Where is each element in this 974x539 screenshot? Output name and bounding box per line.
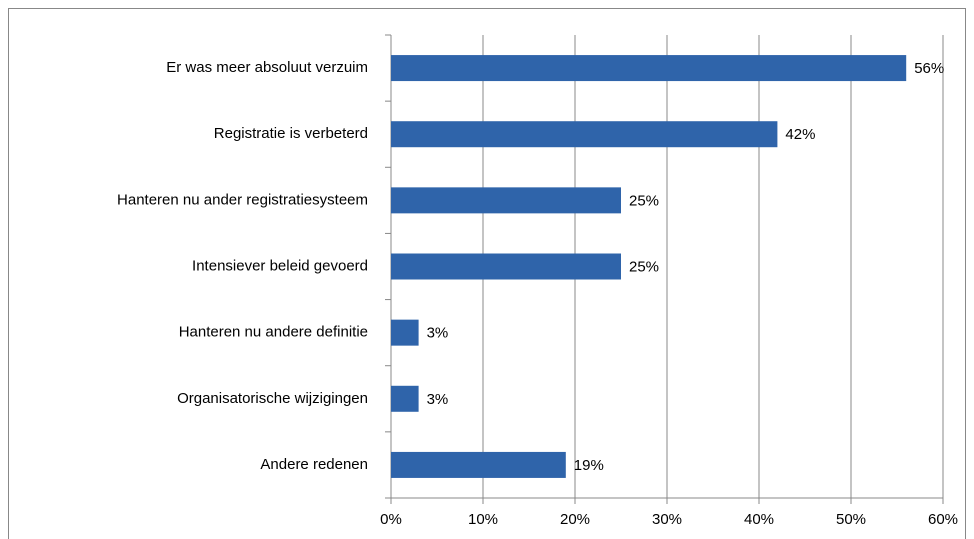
value-label: 3% [427, 325, 449, 342]
y-tick-label: Hanteren nu andere definitie [179, 324, 368, 341]
x-tick-label: 30% [652, 511, 682, 528]
x-tick-label: 40% [744, 511, 774, 528]
x-tick-label: 20% [560, 511, 590, 528]
bar [391, 55, 907, 82]
value-label: 3% [427, 391, 449, 408]
bar [391, 451, 566, 478]
x-tick-label: 0% [380, 511, 402, 528]
y-tick-label: Intensiever beleid gevoerd [192, 257, 368, 274]
bar [391, 253, 621, 280]
value-label: 19% [574, 457, 604, 474]
bar [391, 121, 778, 148]
bar [391, 385, 419, 412]
chart-frame [8, 8, 966, 539]
y-tick-label: Organisatorische wijzigingen [177, 390, 368, 407]
y-tick-label: Er was meer absoluut verzuim [166, 59, 368, 76]
bar [391, 319, 419, 346]
value-label: 56% [914, 60, 944, 77]
value-label: 42% [785, 126, 815, 143]
value-label: 25% [629, 258, 659, 275]
bar [391, 187, 621, 214]
x-tick-label: 10% [468, 511, 498, 528]
value-label: 25% [629, 192, 659, 209]
x-tick-label: 50% [836, 511, 866, 528]
y-tick-label: Registratie is verbeterd [214, 125, 368, 142]
y-tick-label: Hanteren nu ander registratiesysteem [117, 191, 368, 208]
x-tick-label: 60% [928, 511, 958, 528]
y-tick-label: Andere redenen [260, 456, 368, 473]
